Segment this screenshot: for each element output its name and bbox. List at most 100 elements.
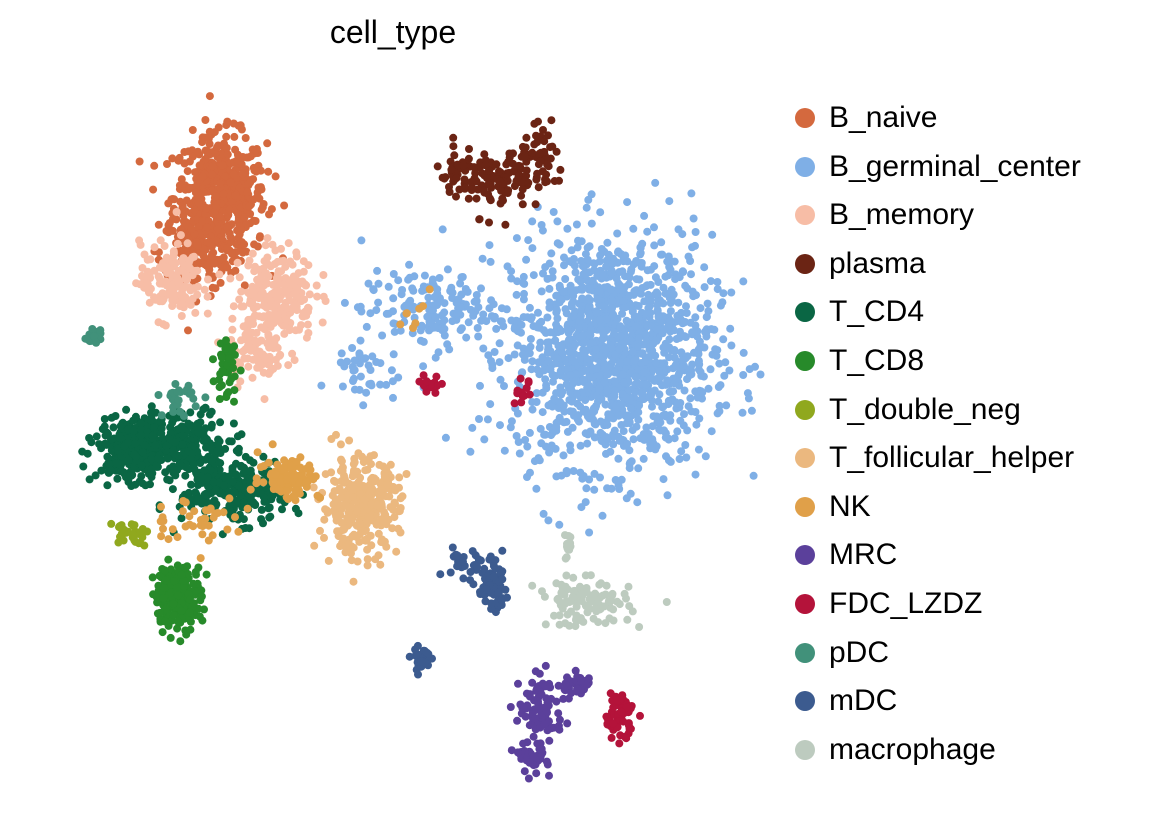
scatter-point [609,703,618,712]
scatter-point [162,263,171,272]
scatter-point [156,608,164,617]
scatter-point [541,661,550,670]
scatter-point [430,293,439,302]
scatter-point [557,471,566,480]
scatter-point [194,198,203,207]
scatter-point [231,513,239,522]
scatter-point [222,336,230,345]
scatter-point [274,267,283,276]
scatter-point [143,280,152,289]
scatter-point [615,436,624,445]
scatter-point [187,225,196,234]
scatter-point [628,607,637,616]
scatter-point [615,600,624,609]
scatter-point [582,275,591,284]
scatter-point [282,315,291,324]
scatter-point [213,143,222,152]
scatter-point [463,287,472,296]
scatter-point [566,371,575,380]
scatter-point [677,447,686,456]
scatter-point [213,446,222,455]
scatter-point [162,441,171,450]
scatter-point [504,354,513,363]
scatter-point [592,309,601,318]
scatter-point [204,482,213,491]
scatter-point [375,460,384,469]
scatter-point [162,277,171,286]
scatter-point [713,409,722,418]
scatter-point [174,451,183,460]
scatter-point [525,428,534,437]
scatter-point [218,366,227,375]
scatter-point [177,514,186,523]
scatter-point [361,466,370,475]
scatter-point [90,332,99,341]
scatter-point [183,167,192,176]
series-macrophage [528,531,671,631]
scatter-point [216,418,225,427]
scatter-point [456,279,465,288]
scatter-point [610,329,618,338]
scatter-point [514,679,522,688]
scatter-point [185,595,194,604]
scatter-point [630,356,639,365]
scatter-point [634,302,643,310]
scatter-point [622,703,631,712]
scatter-point [688,328,697,337]
scatter-point [634,342,643,351]
scatter-point [609,440,618,449]
scatter-point [440,316,449,325]
scatter-point [181,498,190,507]
scatter-point [91,471,100,480]
scatter-point [618,309,627,318]
scatter-point [642,423,651,432]
scatter-point [173,274,182,283]
scatter-point [585,242,594,251]
scatter-point [608,296,617,305]
scatter-point [565,348,574,357]
scatter-point [191,568,200,576]
scatter-point [673,399,682,408]
scatter-point [202,443,210,452]
scatter-point [137,431,145,440]
scatter-point [681,441,690,449]
scatter-point [654,312,663,321]
scatter-point [642,380,650,389]
scatter-point [353,557,362,566]
scatter-point [517,191,526,200]
scatter-point [140,441,149,450]
scatter-point [464,154,473,163]
scatter-point [278,505,286,514]
scatter-point [600,378,609,387]
scatter-point [161,566,169,575]
scatter-point [204,134,213,143]
scatter-point [570,261,579,270]
scatter-point [382,380,391,389]
scatter-point [679,268,688,276]
scatter-point [371,555,380,564]
scatter-point [158,628,167,637]
scatter-point [97,466,106,475]
scatter-point [544,516,553,525]
scatter-point [85,475,94,484]
scatter-point [284,239,293,248]
scatter-point [726,324,735,333]
scatter-point [300,295,309,304]
scatter-point [682,453,691,462]
scatter-point [431,313,440,321]
scatter-point [280,329,289,338]
scatter-point [298,277,307,286]
scatter-point [201,514,210,523]
scatter-point [237,226,246,234]
scatter-point [204,536,213,545]
scatter-point [253,293,262,302]
scatter-point [169,252,178,261]
scatter-point [150,161,159,170]
scatter-point [194,428,203,437]
scatter-point [589,614,598,623]
scatter-point [245,202,254,211]
scatter-point [557,295,566,304]
scatter-point [548,402,557,411]
scatter-point [455,185,464,194]
scatter-point [262,320,271,329]
